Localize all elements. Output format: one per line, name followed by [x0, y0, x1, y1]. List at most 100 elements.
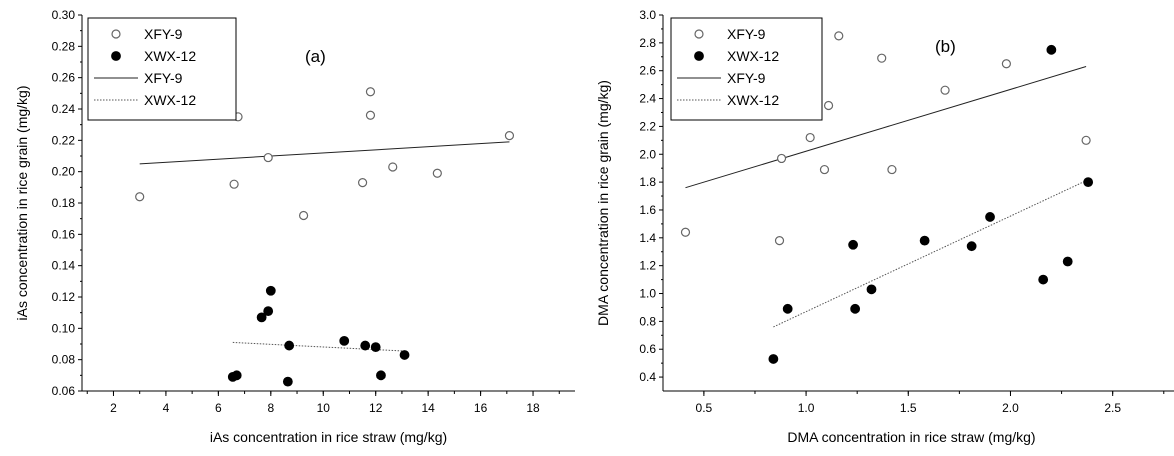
panel-label: (a) — [305, 47, 326, 66]
data-point-xwx-12 — [360, 340, 371, 351]
x-tick-label: 10 — [317, 401, 331, 415]
data-point-xfy-9 — [135, 192, 145, 202]
y-tick-label: 0.08 — [52, 353, 76, 367]
y-tick-label: 0.06 — [52, 384, 76, 398]
legend-label: XWX-12 — [144, 48, 196, 64]
y-tick-label: 0.16 — [52, 227, 76, 241]
y-tick-label: 0.8 — [639, 314, 656, 328]
x-tick-label: 2.0 — [1002, 401, 1019, 415]
data-point-xfy-9 — [1001, 59, 1011, 69]
y-tick-label: 0.24 — [52, 102, 76, 116]
x-tick-label: 2 — [110, 401, 117, 415]
data-point-xfy-9 — [229, 179, 239, 189]
y-tick-label: 0.14 — [52, 259, 76, 273]
y-tick-label: 2.8 — [639, 36, 656, 50]
x-tick-label: 1.5 — [900, 401, 917, 415]
y-tick-label: 2.4 — [639, 92, 656, 106]
data-point-xfy-9 — [1081, 135, 1091, 145]
y-tick-label: 2.0 — [639, 147, 656, 161]
data-point-xwx-12 — [284, 340, 295, 351]
data-point-xfy-9 — [940, 85, 950, 95]
y-tick-label: 3.0 — [639, 8, 656, 22]
y-tick-label: 0.10 — [52, 321, 76, 335]
x-tick-label: 4 — [163, 401, 170, 415]
legend-label: XFY-9 — [144, 70, 183, 86]
legend-label: XWX-12 — [727, 48, 779, 64]
chart-panel-a: 0.06 0.08 0.10 0.12 0.14 0.16 0.18 0.20 0.22 0.24… — [14, 8, 575, 445]
data-point-xwx-12 — [1046, 44, 1057, 55]
y-tick-label: 0.30 — [52, 8, 76, 22]
x-tick-label: 18 — [526, 401, 540, 415]
data-point-xwx-12 — [966, 241, 977, 252]
legend-label: XWX-12 — [727, 92, 779, 108]
data-point-xwx-12 — [1038, 274, 1049, 285]
x-tick-label: 0.5 — [696, 401, 713, 415]
data-point-xfy-9 — [774, 236, 785, 246]
x-tick-label: 1.0 — [798, 401, 815, 415]
y-tick-label: 0.4 — [639, 370, 656, 384]
legend: XFY-9 XWX-12 XFY-9 XWX-12 — [670, 17, 823, 121]
y-tick-label: 1.0 — [639, 287, 656, 301]
data-point-xfy-9 — [357, 178, 368, 188]
y-tick-label: 0.6 — [639, 342, 656, 356]
legend-label: XFY-9 — [144, 26, 183, 42]
x-axis-label: DMA concentration in rice straw (mg/kg) — [787, 429, 1035, 445]
data-point-xwx-12 — [848, 239, 858, 250]
data-point-xfy-9 — [365, 87, 376, 97]
x-tick-label: 6 — [215, 401, 222, 415]
data-point-xwx-12 — [370, 342, 381, 353]
y-tick-label: 0.12 — [52, 290, 76, 304]
data-point-xwx-12 — [263, 306, 274, 317]
data-point-xwx-12 — [768, 354, 779, 364]
data-point-xwx-12 — [231, 370, 242, 381]
data-point-xwx-12 — [399, 350, 410, 360]
legend-marker — [694, 51, 704, 61]
data-point-xwx-12 — [782, 303, 793, 314]
x-tick-label: 2.5 — [1104, 401, 1121, 415]
data-point-xwx-12 — [866, 284, 877, 295]
x-tick-label: 12 — [369, 401, 383, 415]
x-tick-label: 14 — [421, 401, 435, 415]
y-tick-label: 1.4 — [639, 231, 656, 245]
data-point-xfy-9 — [819, 164, 830, 175]
chart-panel-b: 0.4 0.6 0.8 1.0 1.2 1.4 1.6 1.8 2.0 2.2 2.4 2.6 2.8 3… — [595, 8, 1174, 445]
data-point-xwx-12 — [256, 312, 267, 323]
data-point-xwx-12 — [850, 303, 861, 314]
fit-line-xfy-9 — [139, 141, 510, 165]
data-point-xfy-9 — [365, 110, 376, 120]
x-tick-label: 16 — [474, 401, 488, 415]
data-point-xwx-12 — [376, 370, 386, 381]
y-tick-label: 1.6 — [639, 203, 656, 217]
data-point-xwx-12 — [282, 376, 293, 387]
fit-line-xwx-12 — [773, 180, 1087, 328]
data-point-xfy-9 — [776, 153, 787, 164]
panel-label: (b) — [935, 37, 956, 56]
data-point-xwx-12 — [339, 335, 350, 346]
data-point-xfy-9 — [504, 131, 515, 141]
data-point-xfy-9 — [680, 227, 691, 237]
legend: XFY-9 XWX-12 XFY-9 XWX-12 — [87, 17, 237, 121]
x-tick-label: 8 — [267, 401, 274, 415]
y-tick-label: 0.20 — [52, 165, 76, 179]
y-tick-label: 0.28 — [52, 39, 76, 53]
data-point-xfy-9 — [388, 162, 398, 172]
data-point-xfy-9 — [877, 53, 887, 63]
data-point-xfy-9 — [263, 152, 273, 163]
data-point-xfy-9 — [834, 31, 844, 41]
data-point-xfy-9 — [432, 168, 442, 178]
legend-marker — [694, 29, 704, 39]
data-point-xfy-9 — [298, 210, 309, 221]
y-axis-label: iAs concentration in rice grain (mg/kg) — [14, 86, 30, 321]
data-point-xfy-9 — [805, 132, 815, 143]
legend-label: XFY-9 — [727, 70, 766, 86]
data-point-xwx-12 — [1062, 256, 1073, 267]
data-point-xwx-12 — [265, 285, 276, 296]
y-tick-label: 1.2 — [639, 259, 656, 273]
data-point-xwx-12 — [985, 212, 995, 222]
data-point-xwx-12 — [919, 235, 930, 246]
legend-marker — [111, 29, 121, 39]
y-tick-label: 0.18 — [52, 196, 76, 210]
y-tick-label: 0.26 — [52, 71, 76, 85]
y-tick-label: 2.6 — [639, 64, 656, 78]
